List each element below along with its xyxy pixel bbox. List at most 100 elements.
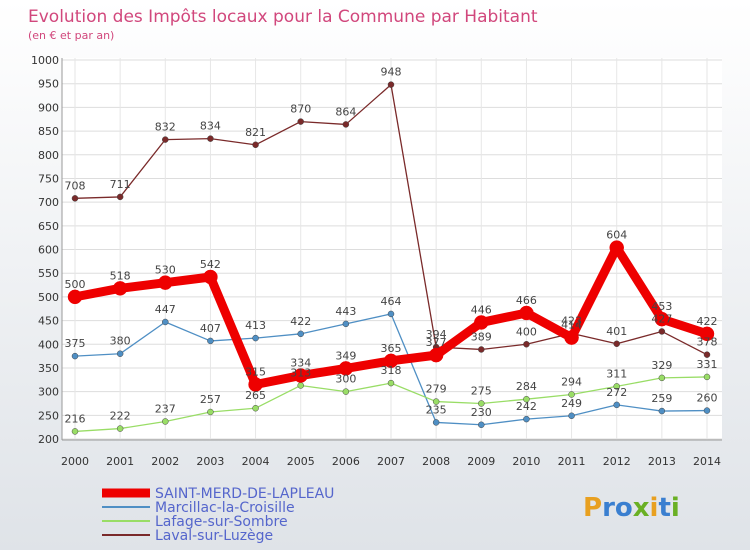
data-label: 311 <box>606 367 627 380</box>
data-point <box>342 121 350 128</box>
x-tick-label: 2008 <box>422 455 450 468</box>
x-tick-label: 2003 <box>196 455 224 468</box>
data-point <box>658 328 666 335</box>
data-label: 272 <box>606 386 627 399</box>
data-point <box>654 311 670 327</box>
x-tick-label: 2013 <box>648 455 676 468</box>
data-point <box>564 330 579 345</box>
y-tick-label: 1000 <box>31 54 59 67</box>
data-point <box>162 318 169 326</box>
data-label: 334 <box>290 357 311 370</box>
y-tick-label: 300 <box>38 386 59 399</box>
proxiti-logo: Proxiti <box>583 493 680 523</box>
data-point <box>613 383 620 390</box>
data-point <box>67 289 83 305</box>
data-point <box>342 388 350 395</box>
data-point <box>71 428 79 435</box>
data-point <box>383 353 399 369</box>
data-label: 466 <box>516 294 537 307</box>
data-point <box>478 346 485 353</box>
data-point <box>703 351 711 358</box>
data-label: 257 <box>200 393 221 406</box>
legend-label: Lafage-sur-Sombre <box>155 514 288 530</box>
x-tick-label: 2011 <box>558 455 586 468</box>
x-tick-label: 2004 <box>242 455 270 468</box>
data-point <box>162 418 169 425</box>
data-point <box>297 330 304 338</box>
data-point <box>342 320 350 328</box>
data-label: 389 <box>471 330 492 343</box>
data-label: 237 <box>155 402 176 415</box>
data-label: 235 <box>426 403 447 416</box>
data-label: 464 <box>381 295 402 308</box>
data-label: 604 <box>606 229 627 242</box>
axes: 200 250 300 350 400 450 500 550 600 650 700 750 800 8… <box>31 54 722 468</box>
data-point <box>252 334 259 342</box>
series-layer <box>67 81 715 435</box>
x-tick-label: 2009 <box>467 455 495 468</box>
data-label: 380 <box>110 335 131 348</box>
data-label: 216 <box>65 412 86 425</box>
data-label: 222 <box>110 410 131 423</box>
data-label: 259 <box>651 392 672 405</box>
x-tick-label: 2007 <box>377 455 405 468</box>
data-point <box>338 361 354 376</box>
data-label: 413 <box>245 319 266 332</box>
data-label: 260 <box>697 392 718 405</box>
data-point <box>432 398 440 405</box>
data-label: 230 <box>471 406 492 419</box>
data-point <box>248 377 263 392</box>
data-label: 447 <box>155 303 176 316</box>
data-point <box>609 240 624 255</box>
x-tick-label: 2000 <box>61 455 89 468</box>
data-point <box>116 193 124 201</box>
data-label: 530 <box>155 264 176 277</box>
data-label: 318 <box>381 364 402 377</box>
data-label: 394 <box>426 328 447 341</box>
data-labels: 500 518 530 542 315 334 349 365 377 446 466 414 604 4… <box>65 66 718 426</box>
data-label: 427 <box>651 312 672 325</box>
data-point <box>207 135 214 142</box>
data-point <box>387 310 395 318</box>
data-label: 279 <box>426 383 447 396</box>
data-point <box>519 305 534 321</box>
data-point <box>293 368 308 383</box>
data-label: 401 <box>606 325 627 338</box>
data-point <box>658 407 666 415</box>
y-tick-label: 900 <box>38 101 59 114</box>
data-point <box>116 350 124 357</box>
data-label: 242 <box>516 400 537 413</box>
data-point <box>478 400 485 407</box>
data-label: 864 <box>335 105 356 118</box>
grid <box>62 58 722 440</box>
data-label: 832 <box>155 121 176 134</box>
x-tick-label: 2005 <box>287 455 315 468</box>
data-point <box>297 382 304 389</box>
data-label: 443 <box>335 305 356 318</box>
data-point <box>523 395 530 403</box>
data-label: 375 <box>65 337 86 350</box>
data-label: 315 <box>245 366 266 379</box>
data-label: 284 <box>516 380 537 393</box>
x-tick-label: 2014 <box>693 455 721 468</box>
data-point <box>252 404 259 412</box>
legend-label: Laval-sur-Luzège <box>155 528 273 544</box>
data-label: 422 <box>697 315 718 328</box>
data-label: 377 <box>426 336 447 349</box>
data-label: 423 <box>561 314 582 327</box>
data-point <box>478 421 485 429</box>
data-label: 414 <box>561 319 582 332</box>
x-tick-label: 2006 <box>332 455 360 468</box>
y-tick-label: 550 <box>38 267 59 280</box>
data-point <box>387 379 395 387</box>
data-label: 518 <box>110 269 131 282</box>
data-label: 275 <box>471 384 492 397</box>
data-point <box>613 340 620 348</box>
data-point <box>703 373 711 381</box>
data-point <box>568 412 575 420</box>
data-point <box>699 326 715 342</box>
y-tick-label: 450 <box>38 315 59 328</box>
data-point <box>297 118 304 125</box>
